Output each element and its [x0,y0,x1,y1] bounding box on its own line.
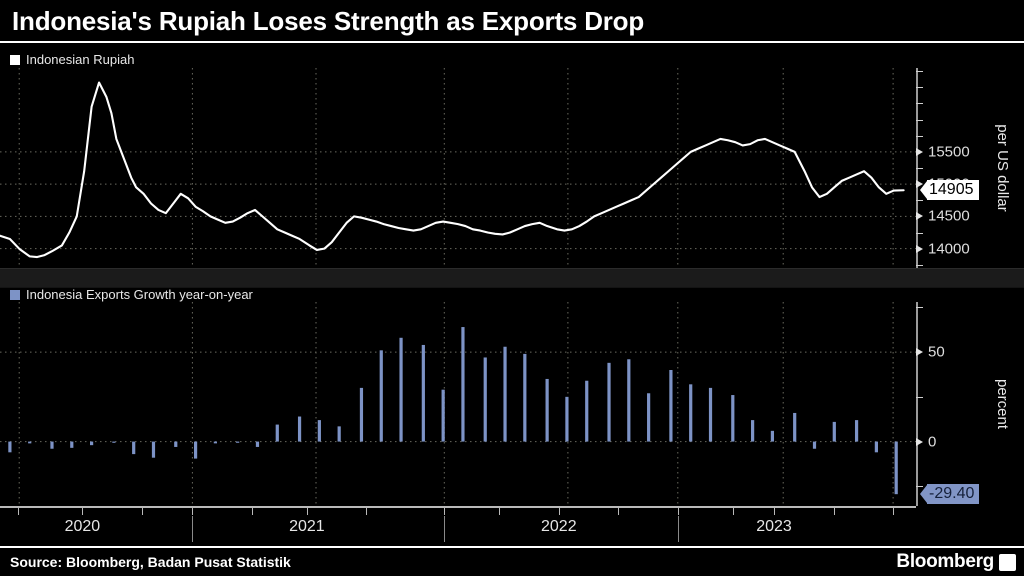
x-axis-tick [893,508,895,515]
callout-value: 14905 [927,180,979,201]
panel-separator [0,268,1024,288]
x-axis-label: 2020 [64,518,101,535]
axis-tick [916,348,923,357]
axis-minor-tick [916,168,923,169]
axis-minor-tick [916,307,923,309]
x-axis-year-separator [444,516,446,542]
x-axis-tick [774,508,775,515]
title-bar: Indonesia's Rupiah Loses Strength as Exp… [0,0,1024,42]
axis-tick [916,212,923,221]
axis-tick [916,147,923,156]
callout-pointer-icon [920,485,927,504]
axis-minor-tick [916,264,923,266]
x-axis-tick [306,508,308,515]
axis-tick-label: 0 [928,433,937,451]
x-axis-tick [82,508,84,515]
x-axis-tick [833,508,835,515]
x-axis-ticks [0,508,916,516]
legend-exports: Indonesia Exports Growth year-on-year [10,287,253,302]
legend-rupiah: Indonesian Rupiah [10,52,134,67]
title-divider [0,41,1024,43]
x-axis-label: 2023 [756,518,792,535]
x-axis-year-separator [677,516,679,542]
axis-tick [916,437,923,446]
axis-tick [916,244,923,253]
exports-axis-title: percent [994,378,1011,430]
axis-minor-tick [916,119,923,121]
callout-pointer-icon [920,181,927,200]
rupiah-y-axis: per US dollar 1550015000145001400014905 [916,68,1024,268]
axis-minor-tick [916,232,923,234]
rupiah-chart-panel: per US dollar 1550015000145001400014905 [0,68,1024,268]
axis-minor-tick [916,103,923,105]
x-axis-tick [18,508,20,515]
x-axis-tick [499,508,501,515]
x-axis-tick [366,508,368,515]
axis-minor-tick [916,71,923,73]
bloomberg-brand: Bloomberg [896,551,1024,573]
exports-y-axis: percent 50 0 -29.40 [916,302,1024,506]
x-axis-tick [618,508,620,515]
legend-label-rupiah: Indonesian Rupiah [26,52,135,67]
exports-chart-panel: percent 50 0 -29.40 [0,302,1024,506]
rupiah-axis-title: per US dollar [994,124,1011,212]
legend-swatch-rupiah [10,54,20,65]
axis-spine [916,302,918,506]
source-note: Source: Bloomberg, Badan Pusat Statistik [10,554,291,570]
axis-tick-label: 15500 [928,143,970,161]
axis-minor-tick [916,135,923,137]
footer: Source: Bloomberg, Badan Pusat Statistik… [0,548,1024,576]
x-axis-labels: 2020 2021 2022 2023 [0,518,916,542]
brand-text: Bloomberg [896,551,994,572]
x-axis-tick [251,508,253,515]
axis-tick-label: 14000 [928,240,970,258]
footer-divider [0,546,1024,548]
page-title: Indonesia's Rupiah Loses Strength as Exp… [12,5,645,36]
rupiah-plot-area [0,68,916,268]
axis-minor-tick [916,87,923,89]
x-axis-line [0,506,916,508]
axis-minor-tick [916,200,923,202]
x-axis-label: 2022 [541,518,577,535]
exports-plot-area [0,302,916,506]
bar-chart-icon [999,553,1016,571]
x-axis-tick [142,508,143,515]
axis-tick-label: 14500 [928,207,970,225]
x-axis-tick [732,508,734,515]
x-axis-tick [677,508,679,515]
x-axis-separators [0,516,916,542]
x-axis-tick [444,508,446,515]
rupiah-last-value-callout: 14905 [920,180,979,201]
axis-tick-label: 50 [928,343,945,361]
legend-swatch-exports [10,289,20,300]
axis-tick [916,180,923,189]
x-axis-tick [192,508,194,515]
callout-value: -29.40 [927,484,980,505]
legend-label-exports: Indonesia Exports Growth year-on-year [26,287,253,302]
x-axis-label: 2021 [289,518,325,535]
axis-minor-tick [916,396,923,398]
axis-minor-tick [916,486,923,488]
x-axis-year-separator [192,516,194,542]
exports-last-value-callout: -29.40 [920,484,980,505]
x-axis-tick [558,508,560,515]
